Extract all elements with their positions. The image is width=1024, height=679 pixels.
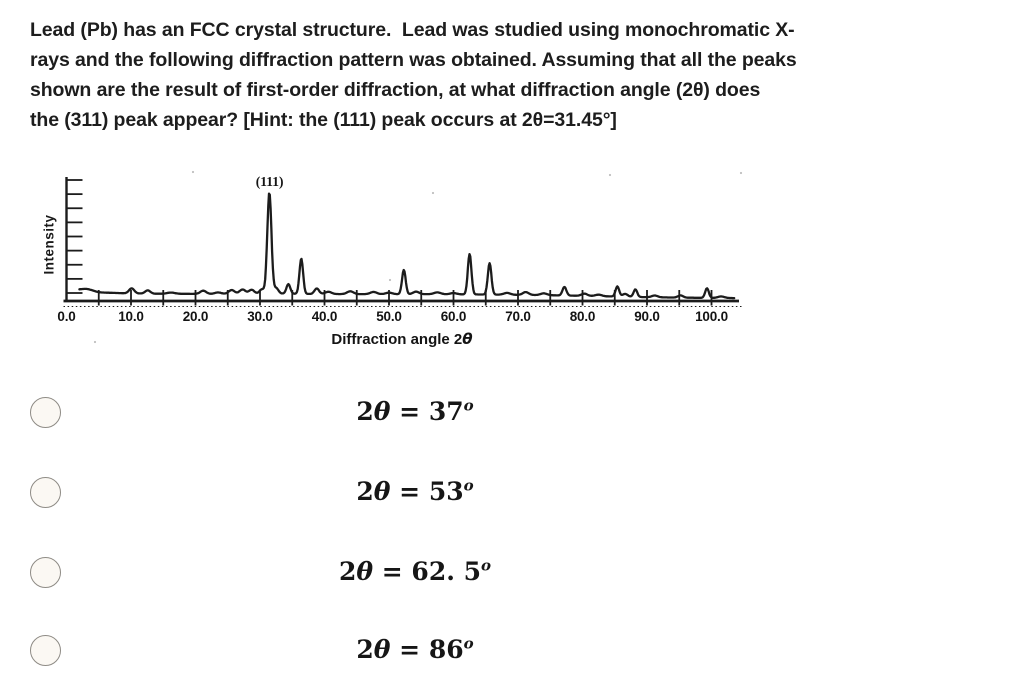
- question-text-line: Lead (Pb) has an FCC crystal structure. …: [30, 19, 795, 41]
- scan-speck: [388, 278, 392, 282]
- option-radio-1[interactable]: [30, 397, 61, 428]
- option-label-1[interactable]: 2θ = 37o: [356, 396, 474, 426]
- option-label-4[interactable]: 2θ = 86o: [356, 634, 474, 664]
- question-text: Lead (Pb) has an FCC crystal structure. …: [30, 15, 990, 135]
- answer-option-4[interactable]: 2θ = 86o: [0, 634, 1024, 668]
- answer-option-2[interactable]: 2θ = 53o: [0, 476, 1024, 510]
- scan-speck: [608, 173, 612, 177]
- option-radio-3[interactable]: [30, 557, 61, 588]
- scan-speck: [93, 340, 97, 344]
- option-label-3[interactable]: 2θ = 62. 5o: [338, 556, 492, 586]
- scan-speck: [191, 170, 195, 174]
- scan-speck: [739, 171, 743, 175]
- question-text-line: the (311) peak appear? [Hint: the (111) …: [30, 109, 617, 131]
- question-text-line: shown are the result of first-order diff…: [30, 79, 761, 101]
- answer-option-1[interactable]: 2θ = 37o: [0, 396, 1024, 430]
- scan-speck: [431, 191, 435, 195]
- option-radio-2[interactable]: [30, 477, 61, 508]
- answer-option-3[interactable]: 2θ = 62. 5o: [0, 556, 1024, 590]
- diffraction-chart: Intensity (111) 0.0 10.0 20.0 30.0 40.0 50.0 6…: [0, 160, 790, 360]
- diffraction-trace: [78, 192, 736, 300]
- diffraction-plot: [63, 170, 743, 344]
- option-radio-4[interactable]: [30, 635, 61, 666]
- question-text-line: rays and the following diffraction patte…: [30, 49, 797, 71]
- option-label-2[interactable]: 2θ = 53o: [356, 476, 474, 506]
